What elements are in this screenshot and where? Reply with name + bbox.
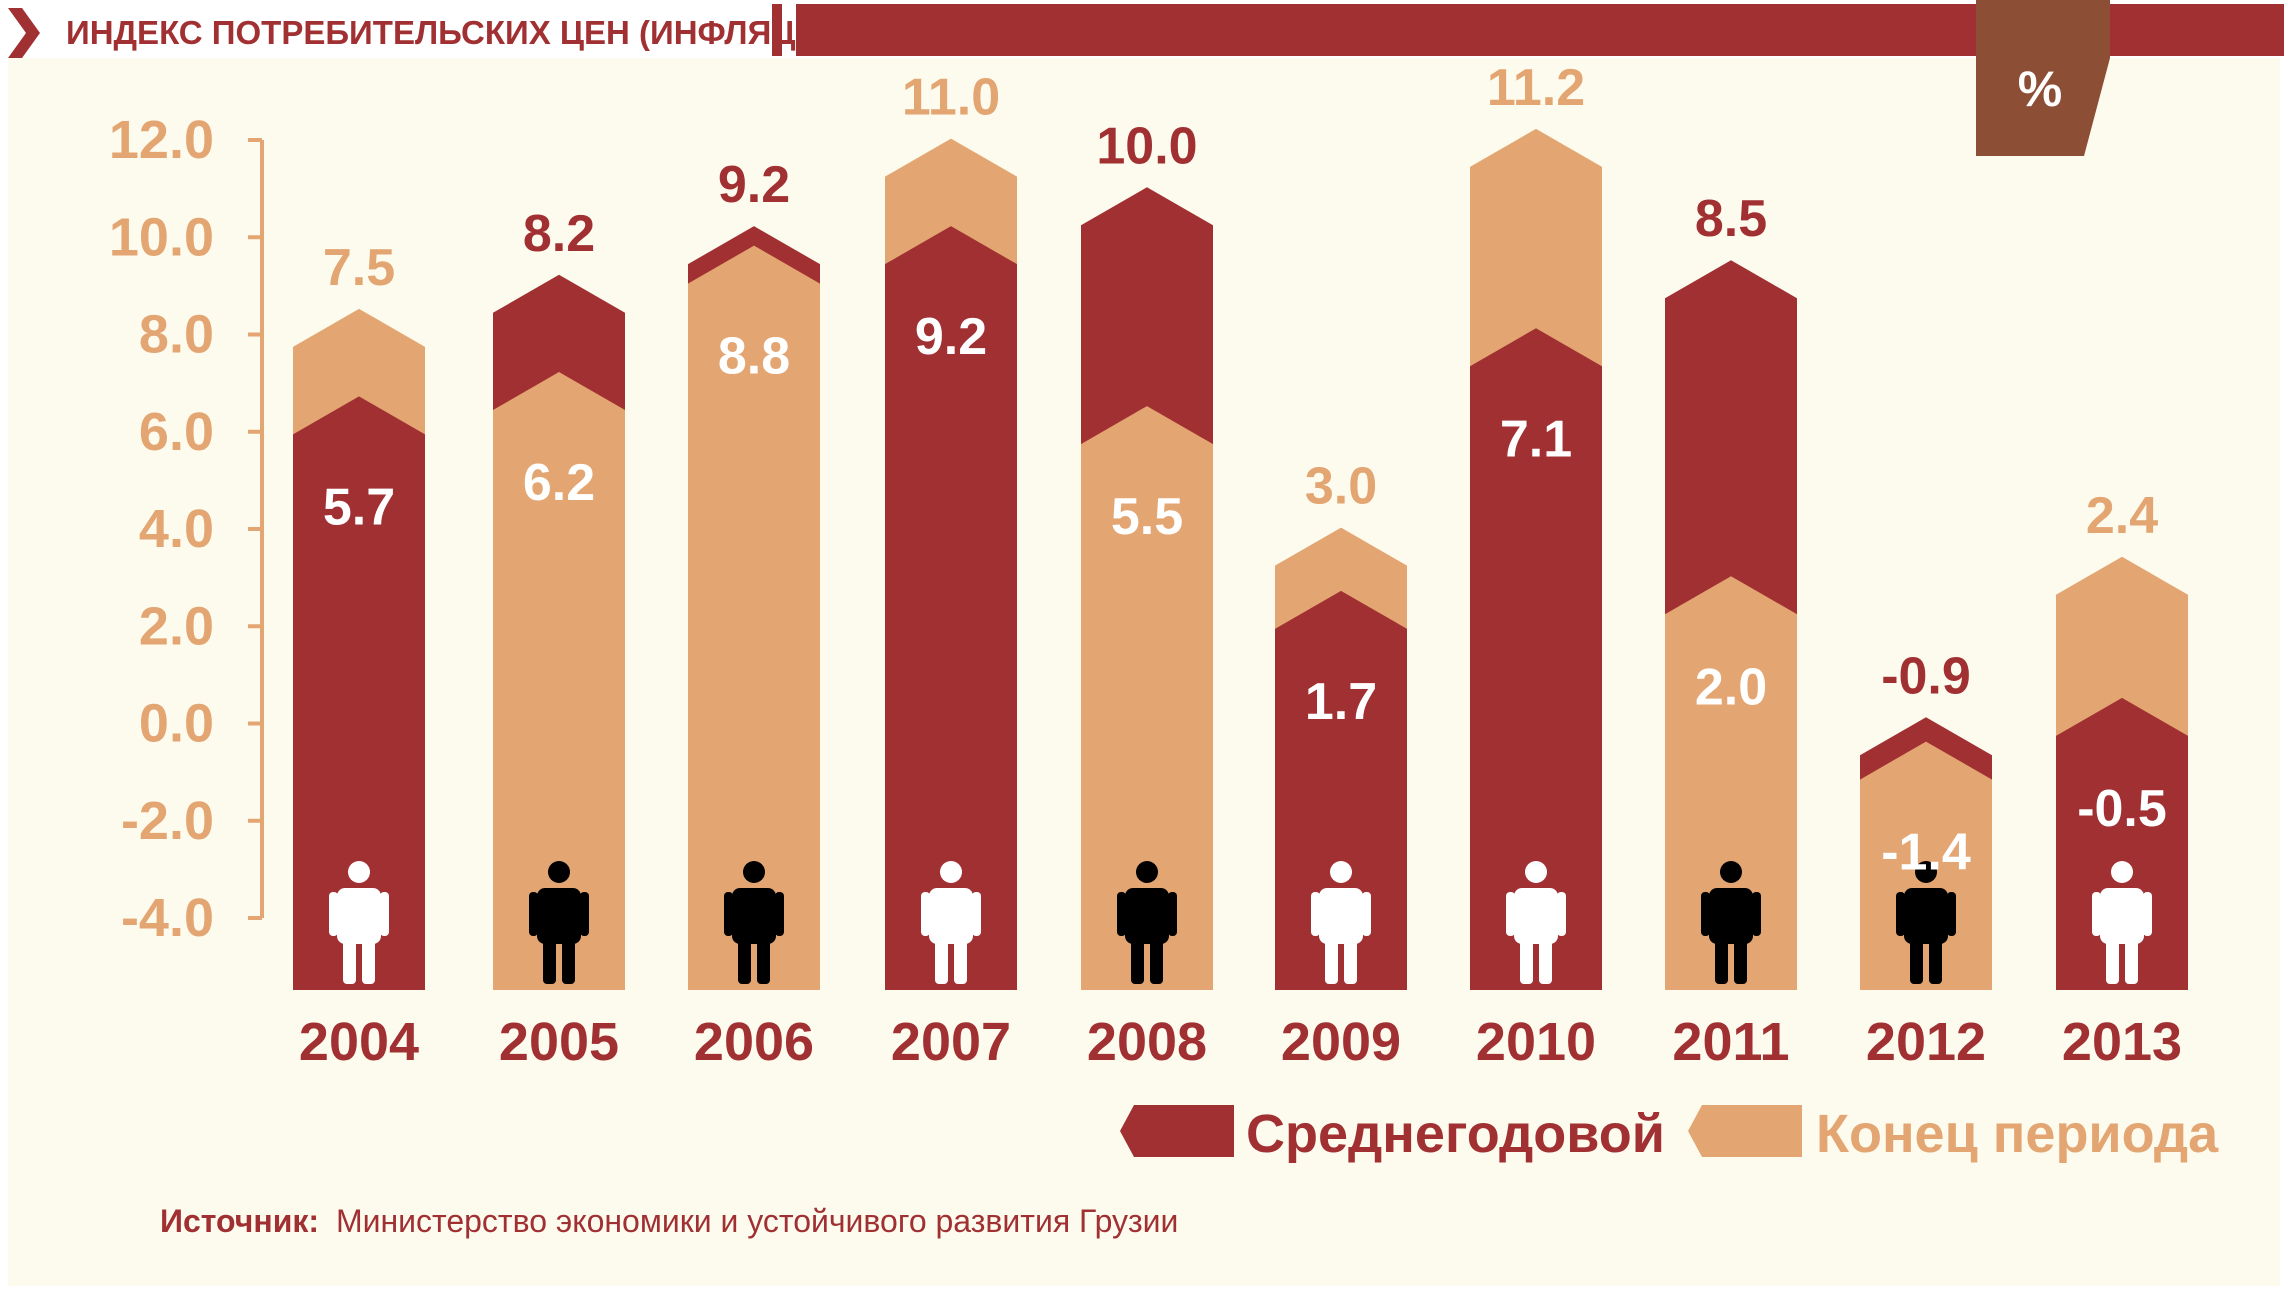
data-label: 11.0 bbox=[902, 69, 1000, 127]
data-label: -1.4 bbox=[1881, 824, 1971, 882]
person-icon bbox=[1506, 861, 1566, 984]
bar-group-2008 bbox=[1081, 187, 1213, 990]
x-tick-label: 2011 bbox=[1672, 1012, 1789, 1072]
bar-end bbox=[1081, 406, 1213, 990]
data-label: 7.5 bbox=[323, 239, 395, 297]
source-label: Источник: bbox=[160, 1203, 319, 1239]
data-label: 2.4 bbox=[2086, 487, 2158, 545]
data-label: 5.5 bbox=[1111, 488, 1183, 546]
x-tick-label: 2005 bbox=[499, 1012, 619, 1072]
source-text: Министерство экономики и устойчивого раз… bbox=[336, 1203, 1178, 1239]
header-divider bbox=[772, 4, 782, 56]
value-labels-layer: 7.5 5.7 8.2 6.2 9.2 8.8 11.0 9.2 10.0 5.5 3.0 1.7 11… bbox=[323, 59, 2167, 882]
x-tick-label: 2004 bbox=[299, 1012, 419, 1072]
y-tick-label: 12.0 bbox=[109, 110, 214, 170]
bar-end bbox=[688, 245, 820, 991]
legend-item-end: Конец периода bbox=[1688, 1104, 2219, 1164]
x-tick-label: 2012 bbox=[1866, 1012, 1986, 1072]
y-tick-label: -4.0 bbox=[121, 888, 214, 948]
x-tick-label: 2013 bbox=[2062, 1012, 2182, 1072]
x-tick-label: 2009 bbox=[1281, 1012, 1401, 1072]
data-label: 3.0 bbox=[1305, 458, 1377, 516]
bar-average bbox=[1275, 590, 1407, 990]
legend-label-average: Среднегодовой bbox=[1246, 1104, 1665, 1164]
y-tick-label: 8.0 bbox=[139, 305, 214, 365]
data-label: -0.9 bbox=[1881, 647, 1971, 705]
data-label: 6.2 bbox=[523, 454, 595, 512]
legend-swatch-average bbox=[1120, 1105, 1234, 1157]
unit-label: % bbox=[2018, 61, 2062, 117]
person-icon bbox=[1117, 861, 1177, 984]
data-label: 10.0 bbox=[1096, 117, 1197, 175]
data-label: 8.8 bbox=[718, 328, 790, 386]
y-tick-label: 2.0 bbox=[139, 596, 214, 656]
bar-group-2007 bbox=[885, 138, 1017, 990]
legend-swatch-end bbox=[1688, 1105, 1802, 1157]
bar-end bbox=[493, 372, 625, 990]
x-tick-label: 2006 bbox=[694, 1012, 814, 1072]
bar-group-2009 bbox=[1275, 527, 1407, 990]
x-tick-label: 2010 bbox=[1476, 1012, 1596, 1072]
bar-group-2011 bbox=[1665, 260, 1797, 990]
data-label: 8.2 bbox=[523, 205, 595, 263]
y-tick-label: 4.0 bbox=[139, 499, 214, 559]
y-tick-label: 0.0 bbox=[139, 694, 214, 754]
bar-average bbox=[1470, 328, 1602, 990]
data-label: 11.2 bbox=[1487, 59, 1585, 117]
header-bar: ИНДЕКС ПОТРЕБИТЕЛЬСКИХ ЦЕН (ИНФЛЯЦИЯ) % bbox=[8, 0, 2284, 156]
source-note: Источник: Министерство экономики и устой… bbox=[160, 1203, 1178, 1239]
x-tick-label: 2008 bbox=[1087, 1012, 1207, 1072]
bar-group-2005 bbox=[493, 274, 625, 990]
x-axis-labels: 2004 2005 2006 2007 2008 2009 2010 2011 2012 2013 bbox=[299, 1012, 2182, 1072]
person-icon bbox=[1311, 861, 1371, 984]
bar-end bbox=[1665, 576, 1797, 990]
person-icon bbox=[921, 861, 981, 984]
legend-item-average: Среднегодовой bbox=[1120, 1104, 1665, 1164]
person-icon bbox=[1896, 861, 1956, 984]
person-icon bbox=[1701, 861, 1761, 984]
y-axis: 12.0 10.0 8.0 6.0 4.0 2.0 0.0 -2.0 -4.0 bbox=[109, 110, 264, 948]
data-label: 2.0 bbox=[1695, 658, 1767, 716]
data-label: 7.1 bbox=[1500, 410, 1572, 468]
y-tick-label: -2.0 bbox=[121, 791, 214, 851]
data-label: -0.5 bbox=[2077, 780, 2167, 838]
x-tick-label: 2007 bbox=[891, 1012, 1011, 1072]
legend-label-end: Конец периода bbox=[1816, 1104, 2219, 1164]
y-tick-label: 10.0 bbox=[109, 207, 214, 267]
unit-box bbox=[1976, 0, 2110, 156]
person-icon bbox=[529, 861, 589, 984]
chart-title: ИНДЕКС ПОТРЕБИТЕЛЬСКИХ ЦЕН (ИНФЛЯЦИЯ) bbox=[66, 14, 854, 51]
bar-group-2013 bbox=[2056, 556, 2188, 990]
data-label: 9.2 bbox=[915, 308, 987, 366]
y-tick-label: 6.0 bbox=[139, 402, 214, 462]
data-label: 1.7 bbox=[1305, 673, 1377, 731]
data-label: 5.7 bbox=[323, 478, 395, 536]
chevron-right-icon bbox=[8, 8, 40, 58]
person-icon bbox=[724, 861, 784, 984]
data-label: 8.5 bbox=[1695, 190, 1767, 248]
bars-layer bbox=[293, 128, 2188, 991]
person-icon bbox=[2092, 861, 2152, 984]
person-icons-layer bbox=[329, 861, 2152, 984]
bar-group-2010 bbox=[1470, 128, 1602, 990]
bar-group-2004 bbox=[293, 308, 425, 990]
bar-average bbox=[293, 396, 425, 990]
bar-average bbox=[885, 226, 1017, 990]
bar-average bbox=[2056, 697, 2188, 990]
person-icon bbox=[329, 861, 389, 984]
legend: Среднегодовой Конец периода bbox=[1120, 1104, 2219, 1164]
data-label: 9.2 bbox=[718, 156, 790, 214]
bar-group-2006 bbox=[688, 226, 820, 991]
